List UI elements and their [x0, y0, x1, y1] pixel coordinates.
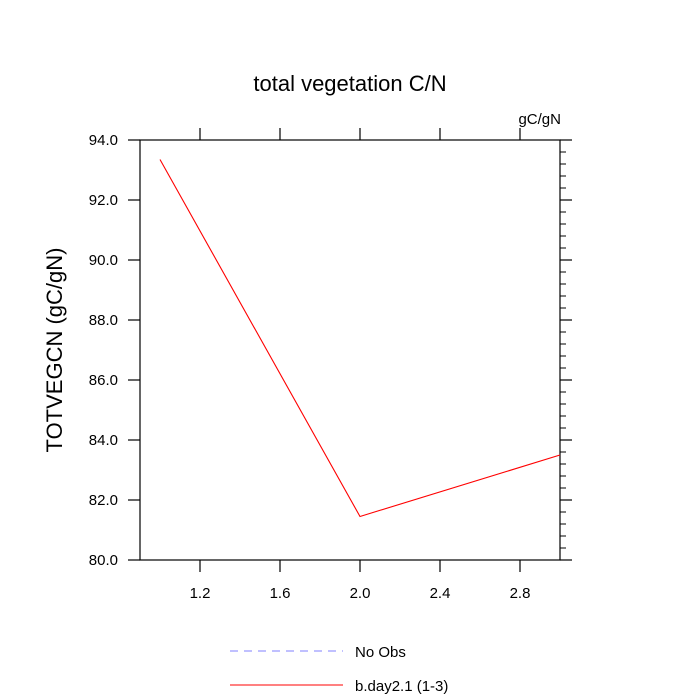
- legend-label-b-day2-1: b.day2.1 (1-3): [355, 678, 448, 695]
- x-tick-label: 2.4: [430, 585, 451, 602]
- legend: No Obs b.day2.1 (1-3): [230, 644, 448, 695]
- legend-label-no-obs: No Obs: [355, 644, 406, 661]
- y-tick-label: 92.0: [89, 192, 118, 209]
- plot-frame: [139, 139, 561, 561]
- x-tick-label: 2.0: [350, 585, 371, 602]
- chart-title: total vegetation C/N: [253, 71, 446, 96]
- units-label: gC/gN: [518, 111, 561, 128]
- y-axis-label: TOTVEGCN (gC/gN): [42, 248, 67, 453]
- x-tick-label: 2.8: [510, 585, 531, 602]
- axes: 1.2 1.6 2.0 2.4 2.8 80.0 82.0 84.0 86.0 88.0 90.0 9…: [89, 128, 572, 602]
- y-tick-label: 84.0: [89, 432, 118, 449]
- y-tick-label: 86.0: [89, 372, 118, 389]
- x-tick-label: 1.2: [190, 585, 211, 602]
- x-tick-label: 1.6: [270, 585, 291, 602]
- series-layer: [159, 159, 561, 518]
- y-tick-label: 88.0: [89, 312, 118, 329]
- y-tick-label: 94.0: [89, 132, 118, 149]
- y-tick-label: 82.0: [89, 492, 118, 509]
- y-tick-label: 90.0: [89, 252, 118, 269]
- y-tick-label: 80.0: [89, 552, 118, 569]
- series-line: [159, 159, 561, 518]
